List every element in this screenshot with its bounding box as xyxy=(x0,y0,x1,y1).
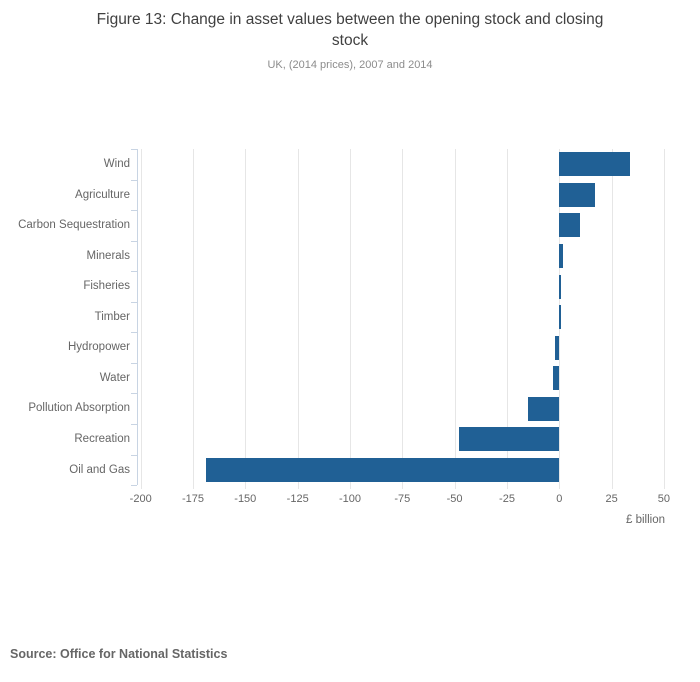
y-axis-tick xyxy=(131,179,137,181)
gridline--75 xyxy=(402,149,404,490)
category-label-timber: Timber xyxy=(94,310,130,323)
category-label-water: Water xyxy=(99,371,130,384)
bar-water[interactable] xyxy=(553,366,560,391)
y-axis-tick xyxy=(131,423,137,425)
bar-wind[interactable] xyxy=(559,152,631,177)
y-axis-tick xyxy=(131,301,137,303)
bar-chart-plot-area: -200 -175 -150 -125 -100 -75 -50 -25 0 25 50 Wind Ag… xyxy=(18,149,671,505)
x-tick-label--150: -150 xyxy=(234,493,257,505)
y-axis-tick xyxy=(131,332,137,334)
x-tick-label-50: 50 xyxy=(657,493,671,505)
y-axis-tick xyxy=(131,485,137,487)
gridline--200 xyxy=(140,149,142,490)
bar-recreation[interactable] xyxy=(458,427,560,452)
gridline-50 xyxy=(663,149,665,490)
bar-minerals[interactable] xyxy=(559,243,564,268)
category-label-pollution-absorption: Pollution Absorption xyxy=(28,402,130,415)
x-tick-label-0: 0 xyxy=(556,493,563,505)
bar-pollution-absorption[interactable] xyxy=(527,396,560,421)
x-tick-label--50: -50 xyxy=(446,493,463,505)
x-tick-label--75: -75 xyxy=(394,493,411,505)
bar-hydropower[interactable] xyxy=(555,335,560,360)
x-tick-label--25: -25 xyxy=(499,493,515,505)
bar-oil-and-gas[interactable] xyxy=(205,457,560,482)
gridline--175 xyxy=(193,149,194,490)
bar-agriculture[interactable] xyxy=(559,182,595,207)
x-tick-label--125: -125 xyxy=(286,493,309,505)
chart-title: Figure 13: Change in asset values betwee… xyxy=(96,11,604,49)
bar-fisheries[interactable] xyxy=(559,274,562,299)
y-axis-tick xyxy=(131,149,137,150)
gridline--25 xyxy=(507,149,508,490)
y-axis-tick xyxy=(131,362,137,364)
category-label-agriculture: Agriculture xyxy=(75,188,130,201)
category-label-recreation: Recreation xyxy=(74,432,130,445)
category-label-carbon-sequestration: Carbon Sequestration xyxy=(18,219,130,232)
category-label-wind: Wind xyxy=(103,158,130,170)
bar-carbon-sequestration[interactable] xyxy=(559,213,581,238)
gridline--50 xyxy=(454,149,456,490)
x-axis-title: £ billion xyxy=(626,514,665,526)
category-label-hydropower: Hydropower xyxy=(68,341,130,354)
y-axis-tick xyxy=(131,210,137,212)
y-axis-tick xyxy=(131,271,137,273)
gridline--125 xyxy=(297,149,299,490)
x-tick-label-25: 25 xyxy=(605,493,618,505)
category-label-minerals: Minerals xyxy=(86,249,130,262)
gridline--150 xyxy=(245,149,247,490)
y-axis-tick xyxy=(131,393,137,395)
chart-subtitle: UK, (2014 prices), 2007 and 2014 xyxy=(267,59,433,71)
gridline--100 xyxy=(350,149,351,490)
y-axis-tick xyxy=(131,240,137,242)
category-label-oil-and-gas: Oil and Gas xyxy=(69,463,130,476)
source-text: Source: Office for National Statistics xyxy=(10,647,228,661)
y-axis-line xyxy=(137,149,138,486)
x-tick-label--175: -175 xyxy=(181,493,205,505)
gridline-25 xyxy=(611,149,613,490)
y-axis-tick xyxy=(131,454,137,456)
category-label-fisheries: Fisheries xyxy=(83,280,130,293)
bar-timber[interactable] xyxy=(559,305,562,329)
x-tick-label--100: -100 xyxy=(338,493,362,505)
x-tick-label--200: -200 xyxy=(129,493,152,505)
